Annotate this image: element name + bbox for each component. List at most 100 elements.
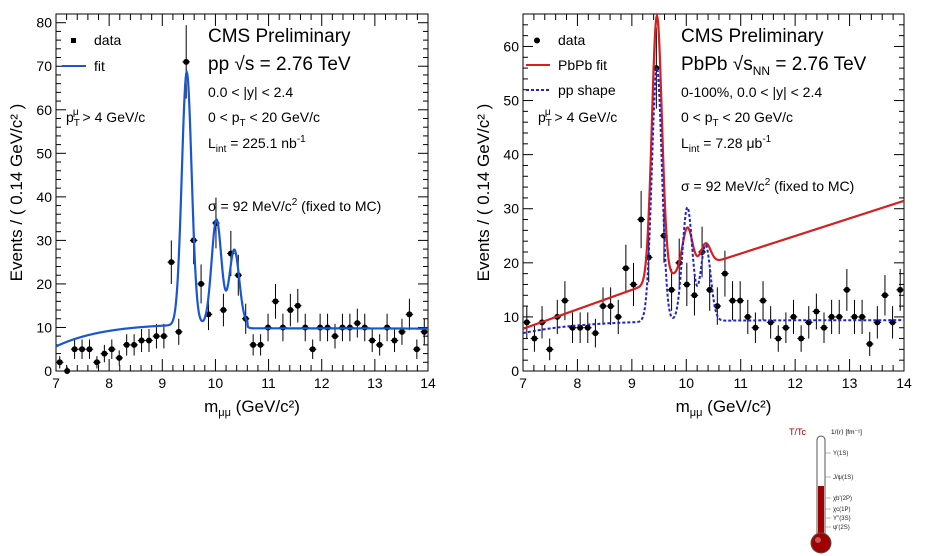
pp-y-axis-title: Events / ( 0.14 GeV/c² ): [7, 104, 26, 282]
thermometer-state-label: χb'(2P): [833, 496, 852, 502]
pp-data-point: [146, 337, 152, 344]
pbpb-ytick-label: 10: [503, 309, 519, 325]
pp-xtick-label: 13: [367, 375, 383, 391]
pbpb-data-point: [714, 303, 721, 310]
thermometer-level: [818, 486, 824, 538]
pp-data-point: [160, 333, 167, 340]
pbpb-data-point: [683, 281, 690, 288]
thermometer-state-label: J/ψ(1S): [833, 475, 853, 481]
pbpb-data-point: [820, 324, 827, 331]
pp-data-point: [198, 280, 205, 287]
pbpb-data-point: [744, 313, 751, 320]
thermometer-state-label: Υ''(3S): [833, 516, 851, 522]
pbpb-data-point: [592, 330, 599, 337]
pbpb-legend-marker: [534, 37, 540, 44]
pbpb-xtick-label: 11: [733, 375, 748, 391]
pp-data-point: [398, 328, 405, 335]
pbpb-xtick-label: 10: [678, 375, 694, 391]
pp-ytick-label: 10: [36, 319, 52, 335]
pp-data-point: [294, 302, 301, 309]
pbpb-data-point: [630, 281, 637, 288]
pp-ytick-label: 20: [36, 276, 52, 292]
pp-data-point: [131, 341, 138, 348]
pp-data-point: [257, 341, 264, 348]
pp-xtick-label: 12: [314, 375, 330, 391]
pp-data-point: [250, 341, 257, 348]
pbpb-ytick-label: 20: [503, 255, 519, 271]
pbpb-ytick-label: 0: [511, 363, 519, 379]
pbpb-xtick-label: 13: [842, 375, 858, 391]
pbpb-ytick-label: 60: [503, 38, 519, 54]
pbpb-data-point: [561, 297, 568, 304]
pbpb-data-point: [866, 340, 873, 347]
pbpb-data-point: [859, 313, 866, 320]
pbpb-data-point: [721, 270, 728, 277]
pbpb-frame: [522, 13, 905, 372]
pbpb-xtick-label: 8: [574, 375, 582, 391]
thermometer-bulb: [810, 532, 832, 554]
pp-data-point: [116, 354, 123, 361]
pp-xtick-label: 7: [52, 375, 60, 391]
pp-data-point: [376, 341, 383, 348]
pp-data-point: [369, 337, 376, 344]
pbpb-data-point: [638, 216, 645, 223]
pbpb-data-point: [836, 313, 843, 320]
thermometer-state-label: χc(1P): [833, 507, 850, 513]
pbpb-legend-label: PbPb fit: [558, 57, 607, 73]
pbpb-data-point: [706, 286, 713, 293]
pp-xtick-label: 9: [158, 375, 166, 391]
pp-data-point: [101, 350, 108, 357]
pp-data-point: [168, 259, 175, 266]
thermometer-state-label: Υ(1S): [833, 451, 848, 457]
pp-data-point: [79, 346, 86, 353]
pp-lumi: Lint = 225.1 nb-1: [208, 134, 306, 155]
thermometer-figure: T/Tc 1/⟨r⟩ [fm⁻¹] Υ(1S) J/ψ(1S) χb'(2P) χc(…: [789, 427, 862, 554]
pp-muon-cut: pTμ > 4 GeV/c: [66, 107, 145, 129]
pp-data-point: [56, 359, 63, 366]
pbpb-data-point: [881, 292, 888, 299]
pbpb-data-point: [752, 324, 759, 331]
pp-x-axis-title: mμμ (GeV/c²): [204, 397, 300, 419]
pp-data-point: [71, 346, 78, 353]
pbpb-data-point: [531, 335, 538, 342]
pbpb-data-point: [615, 313, 622, 320]
pp-curve-fit: [55, 68, 429, 348]
pbpb-xtick-label: 7: [519, 375, 527, 391]
pp-data-point: [108, 346, 115, 353]
pbpb-data-point: [782, 324, 789, 331]
pp-ytick-label: 30: [36, 232, 52, 248]
pbpb-data-point: [828, 313, 835, 320]
pp-data-point: [175, 328, 182, 335]
pbpb-ytick-label: 40: [503, 147, 519, 163]
pp-data-point: [220, 307, 227, 314]
pp-data-point: [93, 359, 100, 366]
pbpb-xtick-label: 14: [896, 375, 912, 391]
pp-xtick-label: 10: [208, 375, 224, 391]
pbpb-data-point: [622, 265, 629, 272]
pp-xtick-label: 8: [105, 375, 113, 391]
pbpb-legend-label: data: [558, 32, 585, 48]
pp-data-point: [138, 337, 145, 344]
pbpb-data-point: [851, 313, 858, 320]
pp-data-point: [413, 346, 420, 353]
pbpb-xtick-label: 9: [628, 375, 636, 391]
pp-sigma: σ = 92 MeV/c2 (fixed to MC): [208, 197, 381, 214]
pp-frame: [55, 13, 429, 372]
pp-data-point: [406, 311, 413, 318]
pp-ytick-label: 80: [36, 15, 52, 31]
pbpb-pt: 0 < pT < 20 GeV/c: [681, 109, 793, 129]
pbpb-data-point: [760, 297, 767, 304]
pp-ytick-label: 50: [36, 145, 52, 161]
pbpb-data-point: [729, 297, 736, 304]
pp-ytick-label: 0: [44, 363, 52, 379]
pp-ytick-label: 40: [36, 189, 52, 205]
pbpb-curve-pp-shape: [522, 64, 904, 335]
pp-data-point: [391, 337, 398, 344]
thermometer-right-header: 1/⟨r⟩ [fm⁻¹]: [831, 428, 862, 436]
pbpb-data-point: [897, 286, 904, 293]
pbpb-header: CMS Preliminary: [681, 26, 824, 47]
pp-legend-label: data: [94, 32, 121, 48]
pbpb-data-point: [523, 319, 530, 326]
pbpb-data-point: [668, 286, 675, 293]
chart-pbpb: 7 8 9 10 11 12 13 14 0 10 20 30 40 50 60 mμμ (GeV/c²) Ev…: [474, 12, 912, 419]
